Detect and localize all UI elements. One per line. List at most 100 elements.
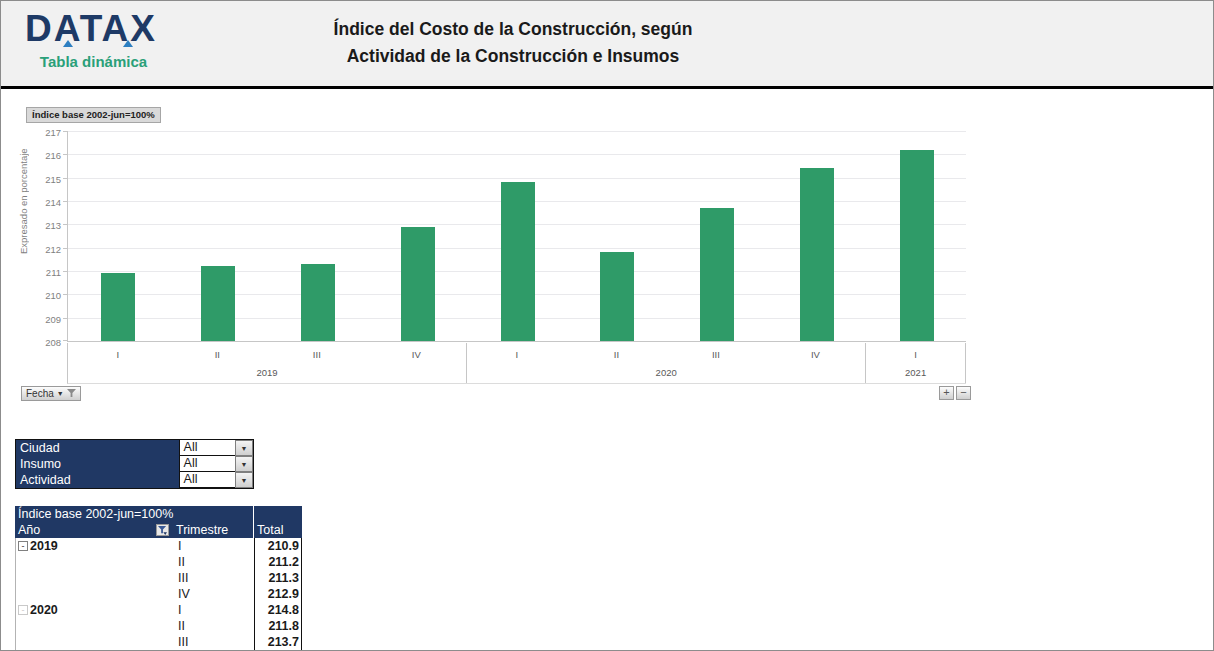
total-cell: 213.7 (254, 634, 302, 650)
values-field-button: Índice base 2002-jun=100% (26, 107, 161, 123)
chart-bar-2020-I (501, 182, 535, 341)
chart-plot-area (67, 132, 966, 342)
quarter-cell: II (173, 618, 254, 634)
y-tick-label: 210 (45, 290, 61, 301)
pivot-table: Índice base 2002-jun=100% Año Trimestre … (15, 506, 302, 650)
pivot-table-title: Índice base 2002-jun=100% (15, 506, 253, 522)
page-title-line2: Actividad de la Construcción e Insumos (248, 43, 778, 70)
table-row: -2019I210.9 (16, 538, 302, 554)
column-header-quarter: Trimestre (172, 522, 253, 538)
x-axis-year-label: 2021 (866, 363, 965, 383)
quarter-cell: II (173, 554, 254, 570)
y-tick-label: 216 (45, 150, 61, 161)
year-cell (16, 554, 173, 570)
y-tick-label: 212 (45, 244, 61, 255)
chart-bar-2020-IV (800, 168, 834, 341)
x-axis: IIIIIIIV2019IIIIIIIV2020I2021 (67, 343, 966, 384)
filter-applied-icon[interactable] (156, 524, 169, 536)
dropdown-arrow-button[interactable]: ▼ (235, 440, 253, 456)
y-tick-label: 211 (46, 267, 61, 278)
pivot-table-title-spacer (253, 506, 302, 522)
dropdown-arrow-button[interactable]: ▼ (235, 456, 253, 472)
pivot-table-body: -2019I210.9II211.2III211.3IV212.9-2020I2… (15, 538, 302, 650)
axis-tick-mark (63, 201, 68, 202)
gridline (68, 154, 966, 155)
collapse-icon[interactable]: - (18, 605, 28, 615)
filter-row-insumo: InsumoAll▼ (16, 456, 253, 472)
x-axis-year-label: 2019 (68, 363, 466, 383)
x-tick-label: II (567, 343, 667, 363)
axis-tick-mark (63, 318, 68, 319)
fecha-field-label: Fecha (26, 388, 54, 399)
y-tick-label: 213 (45, 220, 61, 231)
column-header-total: Total (253, 522, 302, 538)
collapse-icon[interactable]: - (18, 541, 28, 551)
axis-tick-mark (63, 131, 68, 132)
x-axis-group-2021: I2021 (866, 343, 966, 383)
chevron-down-icon: ▼ (57, 390, 64, 397)
quarter-cell: III (173, 570, 254, 586)
chart-bar-2020-II (600, 252, 634, 341)
x-axis-group-2020: IIIIIIIV2020 (467, 343, 866, 383)
table-row: III213.7 (16, 634, 302, 650)
x-tick-label: I (866, 343, 965, 363)
pivot-table-header-row: Año Trimestre Total (15, 522, 302, 538)
year-cell: -2020 (16, 602, 173, 618)
year-cell (16, 570, 173, 586)
gridline (68, 131, 966, 132)
y-tick-label: 214 (45, 197, 61, 208)
axis-tick-mark (63, 248, 68, 249)
chart-bar-2019-I (101, 273, 135, 341)
axis-tick-mark (63, 178, 68, 179)
quarter-cell: III (173, 634, 254, 650)
x-tick-label: III (666, 343, 766, 363)
x-tick-label: II (168, 343, 268, 363)
table-row: II211.2 (16, 554, 302, 570)
y-axis-title: Expresado en porcentaje (18, 129, 29, 254)
total-cell: 214.8 (254, 602, 302, 618)
y-axis-ticks: 208209210211212213214215216217 (29, 132, 63, 342)
year-cell (16, 586, 173, 602)
filter-label: Actividad (16, 472, 179, 488)
axis-tick-mark (63, 271, 68, 272)
x-tick-label: IV (766, 343, 866, 363)
quarter-cell: IV (173, 586, 254, 602)
filter-value[interactable]: All (179, 471, 236, 488)
fecha-field-button[interactable]: Fecha ▼ (21, 386, 81, 401)
axis-tick-mark (63, 294, 68, 295)
page-title: Índice del Costo de la Construcción, seg… (248, 16, 778, 70)
filter-funnel-icon (67, 389, 76, 398)
collapse-field-button[interactable]: − (956, 386, 971, 400)
filter-value[interactable]: All (179, 455, 236, 472)
year-label: 2019 (30, 539, 58, 553)
x-tick-label: III (267, 343, 367, 363)
chart-bar-2019-II (201, 266, 235, 341)
table-row: IV212.9 (16, 586, 302, 602)
year-label: 2020 (30, 603, 58, 617)
y-tick-label: 208 (45, 337, 61, 348)
dropdown-arrow-button[interactable]: ▼ (235, 472, 253, 488)
filter-value[interactable]: All (179, 440, 236, 456)
total-cell: 211.3 (254, 570, 302, 586)
x-axis-group-2019: IIIIIIIV2019 (68, 343, 467, 383)
pivot-table-title-row: Índice base 2002-jun=100% (15, 506, 302, 522)
app-header: DATAX Tabla dinámica Índice del Costo de… (1, 1, 1213, 89)
x-tick-label: IV (367, 343, 467, 363)
table-row: III211.3 (16, 570, 302, 586)
chart-bar-2019-III (301, 264, 335, 341)
filter-label: Ciudad (16, 440, 179, 456)
expand-field-button[interactable]: + (939, 386, 954, 400)
logo-subtitle: Tabla dinámica (21, 53, 166, 70)
total-cell: 212.9 (254, 586, 302, 602)
filter-label: Insumo (16, 456, 179, 472)
year-cell: -2019 (16, 538, 173, 554)
filter-panel: CiudadAll▼InsumoAll▼ActividadAll▼ (15, 439, 254, 489)
x-tick-label: I (68, 343, 168, 363)
year-filter-cell (156, 522, 172, 538)
chart-bar-2020-III (700, 208, 734, 341)
year-cell (16, 618, 173, 634)
table-row: -2020I214.8 (16, 602, 302, 618)
axis-tick-mark (63, 340, 68, 341)
filter-row-actividad: ActividadAll▼ (16, 472, 253, 488)
quarter-cell: I (173, 602, 254, 618)
